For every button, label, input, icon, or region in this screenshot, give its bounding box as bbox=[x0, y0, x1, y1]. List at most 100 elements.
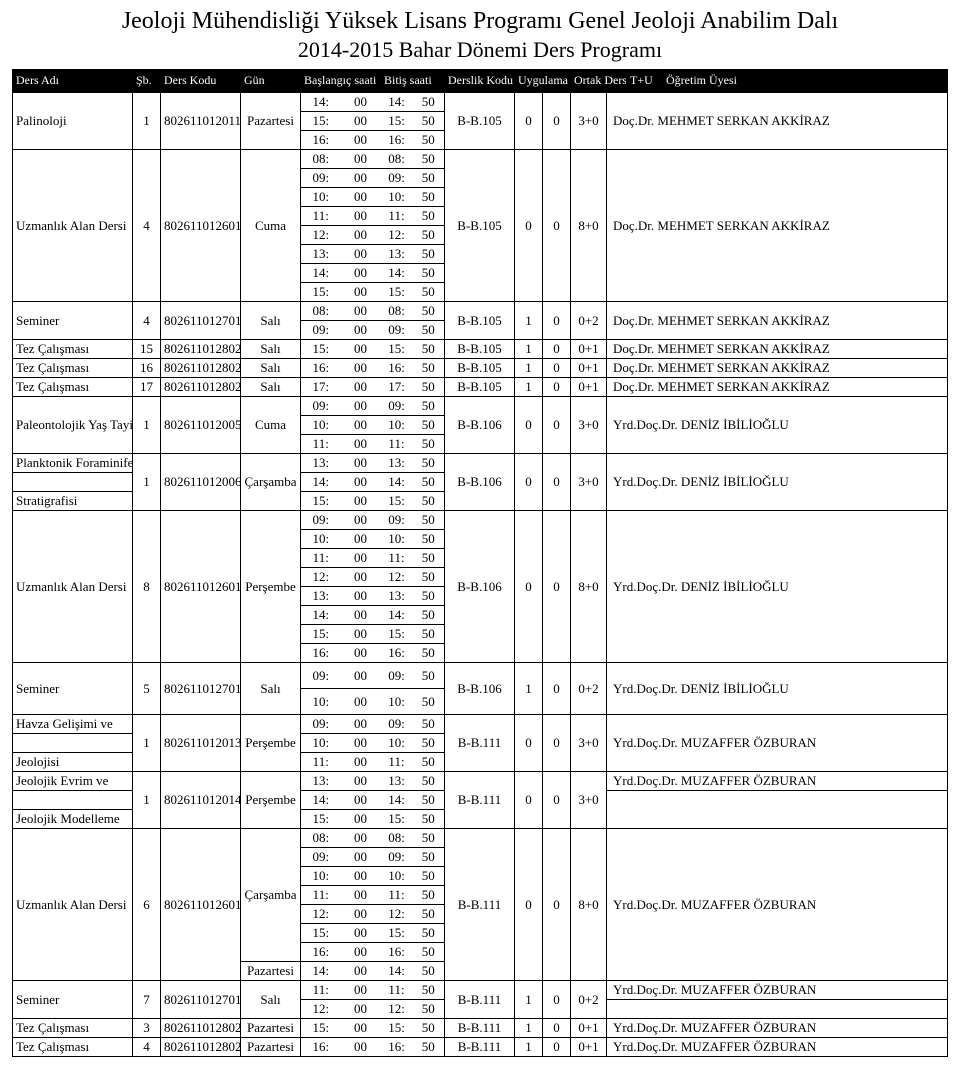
uygulama: 1 bbox=[515, 359, 543, 378]
start-min: 00 bbox=[341, 943, 381, 962]
start-hour: 15: bbox=[301, 625, 341, 644]
course-day: Salı bbox=[241, 981, 301, 1019]
table-row: Havza Gelişimi ve1802611012013Perşembe09… bbox=[13, 715, 948, 734]
start-hour: 15: bbox=[301, 112, 341, 131]
course-section: 3 bbox=[133, 1019, 161, 1038]
end-min: 50 bbox=[413, 943, 445, 962]
course-section: 1 bbox=[133, 715, 161, 772]
t-u: 0+2 bbox=[571, 981, 607, 1019]
hdr-ders-adi: Ders Adı bbox=[12, 69, 132, 92]
t-u: 0+2 bbox=[571, 302, 607, 340]
start-min: 00 bbox=[341, 112, 381, 131]
uygulama: 0 bbox=[515, 454, 543, 511]
end-hour: 14: bbox=[381, 93, 413, 112]
end-min: 50 bbox=[413, 810, 445, 829]
start-min: 00 bbox=[341, 962, 381, 981]
start-min: 00 bbox=[341, 734, 381, 753]
table-row: Paleontolojik Yaş Tayini1802611012005Cum… bbox=[13, 397, 948, 416]
start-min: 00 bbox=[341, 150, 381, 169]
start-hour: 12: bbox=[301, 1000, 341, 1019]
start-hour: 10: bbox=[301, 416, 341, 435]
course-section: 4 bbox=[133, 1038, 161, 1057]
room: B-B.106 bbox=[445, 454, 515, 511]
room: B-B.111 bbox=[445, 829, 515, 981]
start-min: 00 bbox=[341, 530, 381, 549]
ortak: 0 bbox=[543, 302, 571, 340]
schedule-table: Palinoloji1802611012011Pazartesi14:0014:… bbox=[12, 92, 948, 1057]
uygulama: 1 bbox=[515, 340, 543, 359]
course-day: Perşembe bbox=[241, 511, 301, 663]
start-min: 00 bbox=[341, 435, 381, 454]
page-title-2: 2014-2015 Bahar Dönemi Ders Programı bbox=[12, 37, 948, 63]
t-u: 0+1 bbox=[571, 1038, 607, 1057]
start-min: 00 bbox=[341, 340, 381, 359]
course-code: 802611012802 bbox=[161, 340, 241, 359]
course-name: Tez Çalışması bbox=[13, 1019, 133, 1038]
end-hour: 14: bbox=[381, 264, 413, 283]
course-section: 6 bbox=[133, 829, 161, 981]
instructor: Doç.Dr. MEHMET SERKAN AKKİRAZ bbox=[607, 150, 948, 302]
room: B-B.105 bbox=[445, 378, 515, 397]
start-min: 00 bbox=[341, 791, 381, 810]
ortak: 0 bbox=[543, 663, 571, 715]
course-day: Salı bbox=[241, 378, 301, 397]
course-code: 802611012005 bbox=[161, 397, 241, 454]
course-name: Seminer bbox=[13, 981, 133, 1019]
start-hour: 09: bbox=[301, 663, 341, 689]
start-hour: 14: bbox=[301, 962, 341, 981]
uygulama: 0 bbox=[515, 829, 543, 981]
start-min: 00 bbox=[341, 492, 381, 511]
end-hour: 13: bbox=[381, 245, 413, 264]
start-hour: 09: bbox=[301, 511, 341, 530]
start-hour: 08: bbox=[301, 829, 341, 848]
course-day: Çarşamba bbox=[241, 829, 301, 962]
start-min: 00 bbox=[341, 981, 381, 1000]
start-min: 00 bbox=[341, 416, 381, 435]
start-hour: 11: bbox=[301, 549, 341, 568]
instructor: Yrd.Doç.Dr. DENİZ İBİLİOĞLU bbox=[607, 511, 948, 663]
start-min: 00 bbox=[341, 359, 381, 378]
end-hour: 09: bbox=[381, 715, 413, 734]
start-min: 00 bbox=[341, 226, 381, 245]
end-hour: 08: bbox=[381, 829, 413, 848]
ortak: 0 bbox=[543, 1038, 571, 1057]
end-min: 50 bbox=[413, 791, 445, 810]
end-min: 50 bbox=[413, 378, 445, 397]
end-min: 50 bbox=[413, 625, 445, 644]
instructor: Yrd.Doç.Dr. MUZAFFER ÖZBURAN bbox=[607, 1038, 948, 1057]
course-day: Perşembe bbox=[241, 772, 301, 829]
course-code: 802611012601 bbox=[161, 829, 241, 981]
t-u: 0+1 bbox=[571, 378, 607, 397]
table-row: Palinoloji1802611012011Pazartesi14:0014:… bbox=[13, 93, 948, 112]
end-min: 50 bbox=[413, 715, 445, 734]
page-title-1: Jeoloji Mühendisliği Yüksek Lisans Progr… bbox=[12, 8, 948, 35]
course-code: 802611012701 bbox=[161, 981, 241, 1019]
start-min: 00 bbox=[341, 549, 381, 568]
course-code: 802611012013 bbox=[161, 715, 241, 772]
end-hour: 17: bbox=[381, 378, 413, 397]
start-hour: 16: bbox=[301, 1038, 341, 1057]
t-u: 8+0 bbox=[571, 150, 607, 302]
start-hour: 10: bbox=[301, 867, 341, 886]
start-min: 00 bbox=[341, 606, 381, 625]
end-hour: 11: bbox=[381, 435, 413, 454]
uygulama: 0 bbox=[515, 772, 543, 829]
course-section: 4 bbox=[133, 150, 161, 302]
hdr-baslangic: Başlangıç saati bbox=[300, 69, 380, 92]
end-min: 50 bbox=[413, 112, 445, 131]
table-row: Tez Çalışması3802611012802Pazartesi15:00… bbox=[13, 1019, 948, 1038]
end-min: 50 bbox=[413, 829, 445, 848]
start-hour: 14: bbox=[301, 606, 341, 625]
ortak: 0 bbox=[543, 378, 571, 397]
course-name: Havza Gelişimi ve bbox=[13, 715, 133, 734]
start-hour: 11: bbox=[301, 753, 341, 772]
instructor: Yrd.Doç.Dr. DENİZ İBİLİOĞLU bbox=[607, 663, 948, 715]
course-name: Seminer bbox=[13, 663, 133, 715]
course-name: Tez Çalışması bbox=[13, 1038, 133, 1057]
course-section: 5 bbox=[133, 663, 161, 715]
instructor: Doç.Dr. MEHMET SERKAN AKKİRAZ bbox=[607, 359, 948, 378]
uygulama: 0 bbox=[515, 715, 543, 772]
start-hour: 10: bbox=[301, 530, 341, 549]
t-u: 8+0 bbox=[571, 829, 607, 981]
end-hour: 16: bbox=[381, 131, 413, 150]
